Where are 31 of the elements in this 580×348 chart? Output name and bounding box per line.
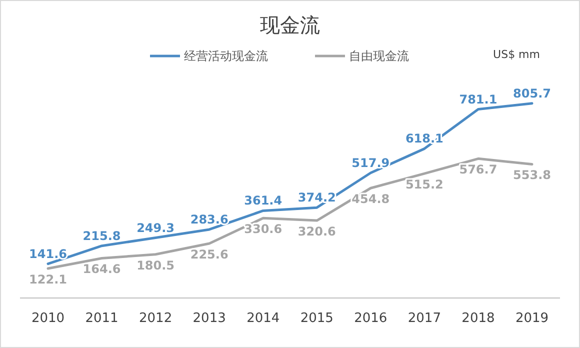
data-label: 515.2: [405, 178, 444, 192]
x-tick-label: 2014: [246, 311, 280, 326]
data-label: 249.3: [136, 220, 175, 235]
data-label: 215.8: [82, 228, 121, 243]
chart-title: 现金流: [260, 13, 320, 37]
x-tick-label: 2010: [31, 311, 65, 326]
x-tick-label: 2019: [515, 311, 549, 326]
x-tick-label: 2016: [354, 311, 388, 326]
legend-label: 自由现金流: [349, 49, 409, 63]
x-tick-label: 2015: [300, 311, 334, 326]
data-label: 805.7: [513, 86, 551, 100]
data-label: 553.8: [513, 168, 551, 182]
data-label: 361.4: [244, 194, 282, 208]
data-label: 320.6: [298, 224, 336, 239]
data-label: 517.9: [352, 156, 390, 170]
x-tick-label: 2012: [139, 311, 172, 326]
data-label: 164.6: [82, 262, 121, 276]
text: US$ mm: [493, 48, 540, 61]
data-label: 283.6: [190, 212, 228, 226]
data-label: 330.6: [244, 222, 282, 236]
data-label: 122.1: [29, 272, 67, 287]
x-tick-label: 2011: [85, 311, 118, 326]
x-tick-label: 2018: [462, 311, 495, 326]
legend-label: 经营活动现金流: [184, 49, 268, 63]
data-label: 781.1: [459, 92, 498, 106]
data-label: 180.5: [136, 258, 175, 272]
x-tick-label: 2017: [408, 311, 441, 326]
data-label: 225.6: [190, 248, 228, 262]
x-tick-label: 2013: [192, 311, 226, 326]
data-label: 576.7: [459, 162, 498, 177]
data-label: 141.6: [29, 246, 67, 261]
